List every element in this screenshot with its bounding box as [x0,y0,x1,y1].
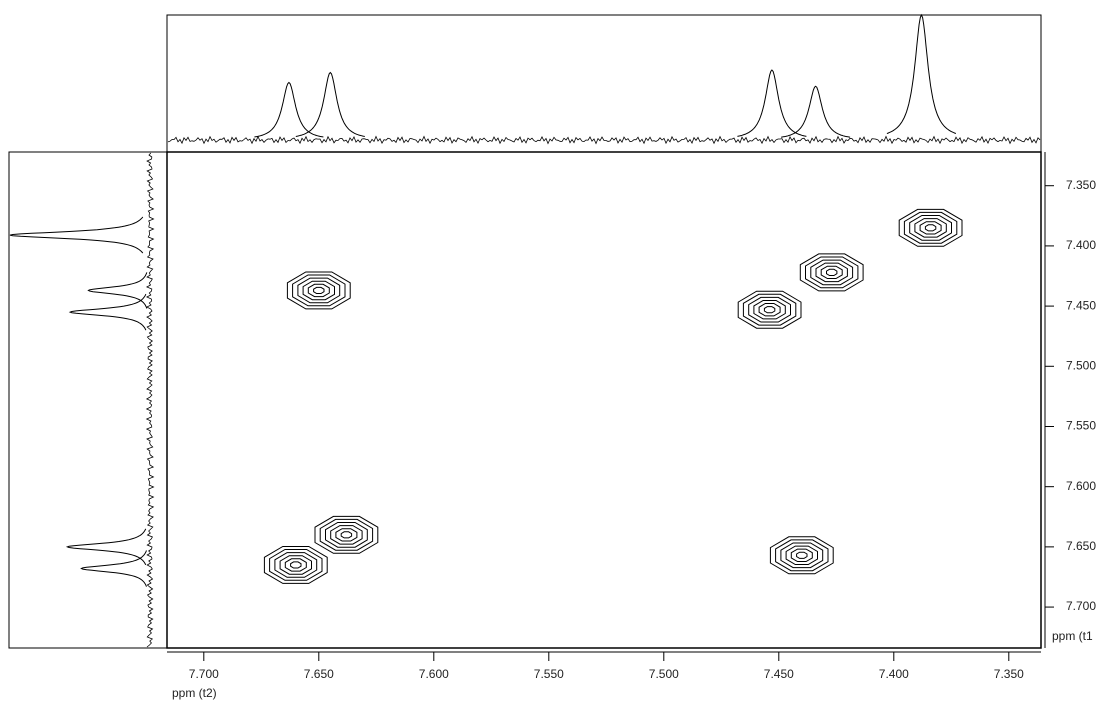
contour-level [269,549,323,581]
contour-level [748,296,791,323]
contour-level [314,515,379,554]
left-baseline [145,152,155,648]
cross-peak [799,253,864,292]
contour-level [292,274,346,307]
left-projection-peak [9,216,144,254]
contour-level [796,551,808,559]
contour-level [769,536,834,575]
contour-level [325,522,368,548]
top-baseline [167,135,1041,145]
contour-level [898,208,963,247]
top-projection-peak [295,71,365,137]
contour-level [319,518,374,551]
x-tick-label: 7.350 [994,667,1024,681]
x-tick-label: 7.400 [879,667,909,681]
y-tick-label: 7.400 [1066,238,1096,252]
contour-level [826,268,838,276]
contour-level [340,531,353,539]
left-projection-peak [80,550,147,587]
contour-level [775,539,829,572]
contour-level [263,546,328,584]
contour-level [785,545,818,565]
left-projection-peak [87,272,148,309]
contour-level [330,525,363,545]
plot-frame [166,151,1042,649]
contour-level [909,215,952,241]
x-tick-label: 7.650 [304,667,334,681]
cross-peak [737,290,802,329]
top-projection-peak [737,69,807,137]
x-tick-label: 7.450 [764,667,794,681]
contour-level [335,528,358,542]
y-tick-label: 7.600 [1066,479,1096,493]
cross-peak [286,271,351,310]
contour-level [799,253,864,292]
left-projection-frame [8,151,168,649]
contour-level [924,224,937,232]
cross-peak [314,515,379,554]
cross-peak [898,208,963,247]
contour-level [279,555,312,575]
cross-peak [263,546,328,584]
contour-level [763,306,776,314]
contour-level [290,561,302,569]
left-projection-peak [68,293,147,331]
contour-level [758,303,781,317]
x-tick-label: 7.600 [419,667,449,681]
contour-level [914,218,947,238]
left-projection-peak [65,528,147,566]
y-tick-label: 7.500 [1066,358,1096,372]
contour-level [815,262,848,283]
y-tick-label: 7.550 [1066,419,1096,433]
contour-level [805,256,859,289]
contour-level [284,558,307,572]
y-tick-label: 7.650 [1066,539,1096,553]
contour-level [919,221,942,235]
top-projection-frame [166,14,1042,153]
y-tick-label: 7.450 [1066,298,1096,312]
contour-level [302,280,335,301]
y-tick-label: 7.350 [1066,178,1096,192]
cross-peak [769,536,834,575]
contour-level [737,290,802,329]
contour-level [742,293,797,326]
top-projection-peak [781,85,851,138]
y-axis-label: ppm (t1 [1052,629,1093,643]
contour-level [780,542,824,569]
contour-level [297,277,341,304]
contour-level [313,286,325,294]
y-tick-label: 7.700 [1066,599,1096,613]
contour-level [820,265,843,279]
contour-level [790,548,813,562]
contour-level [286,271,351,310]
contour-level [274,552,318,578]
contour-level [810,259,854,286]
x-tick-label: 7.700 [189,667,219,681]
top-projection-peak [886,13,957,134]
contour-level [307,283,330,298]
x-tick-label: 7.550 [534,667,564,681]
x-tick-label: 7.500 [649,667,679,681]
contour-level [903,211,958,244]
top-projection-peak [254,81,324,138]
contour-level [753,300,786,320]
x-axis-label: ppm (t2) [172,686,217,700]
